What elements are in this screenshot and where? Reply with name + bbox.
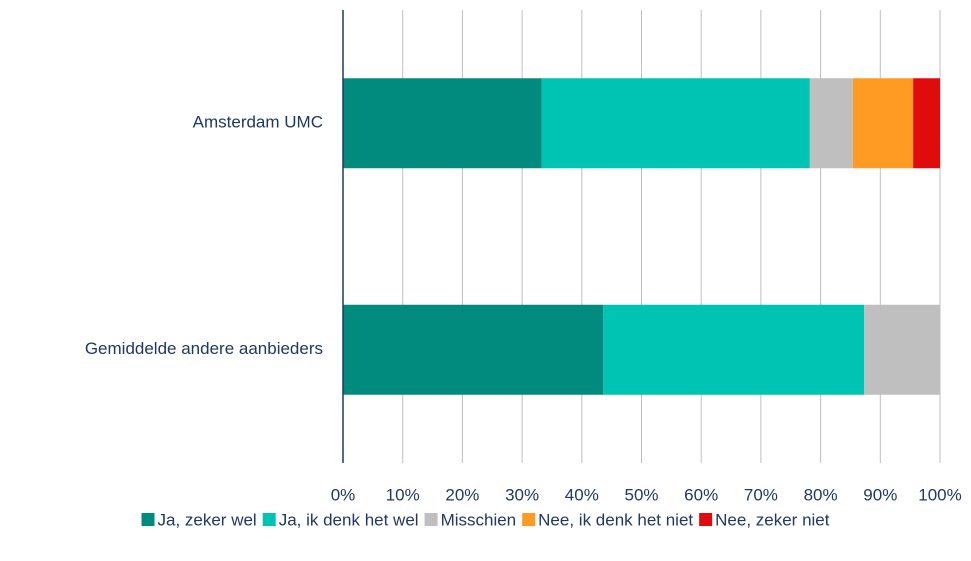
legend-swatch [262, 513, 276, 526]
x-tick-label: 10% [386, 485, 420, 504]
y-tick-label: Amsterdam UMC [193, 113, 323, 132]
y-tick-label: Gemiddelde andere aanbieders [85, 339, 323, 358]
x-tick-label: 60% [684, 485, 718, 504]
x-tick-label: 20% [445, 485, 479, 504]
x-tick-label: 50% [624, 485, 658, 504]
legend-label: Ja, zeker wel [158, 510, 257, 529]
bar-segment [541, 78, 810, 169]
x-tick-label: 100% [918, 485, 961, 504]
bar-segment [809, 78, 853, 169]
bar-segment [343, 78, 542, 169]
legend-swatch [522, 513, 536, 526]
bar-segment [343, 304, 604, 395]
x-tick-label: 80% [804, 485, 838, 504]
legend-label: Nee, ik denk het niet [538, 510, 693, 529]
x-tick-label: 30% [505, 485, 539, 504]
legend-swatch [141, 513, 155, 526]
bar-segment [913, 78, 940, 169]
legend-swatch [424, 513, 438, 526]
legend-label: Misschien [441, 510, 517, 529]
bar-segment [864, 304, 940, 395]
bar-segment [603, 304, 865, 395]
x-tick-label: 70% [744, 485, 778, 504]
bar-segment [852, 78, 914, 169]
legend-swatch [699, 513, 713, 526]
x-tick-label: 90% [863, 485, 897, 504]
x-tick-label: 40% [565, 485, 599, 504]
legend-label: Nee, zeker niet [715, 510, 830, 529]
x-tick-label: 0% [331, 485, 356, 504]
legend-label: Ja, ik denk het wel [279, 510, 419, 529]
